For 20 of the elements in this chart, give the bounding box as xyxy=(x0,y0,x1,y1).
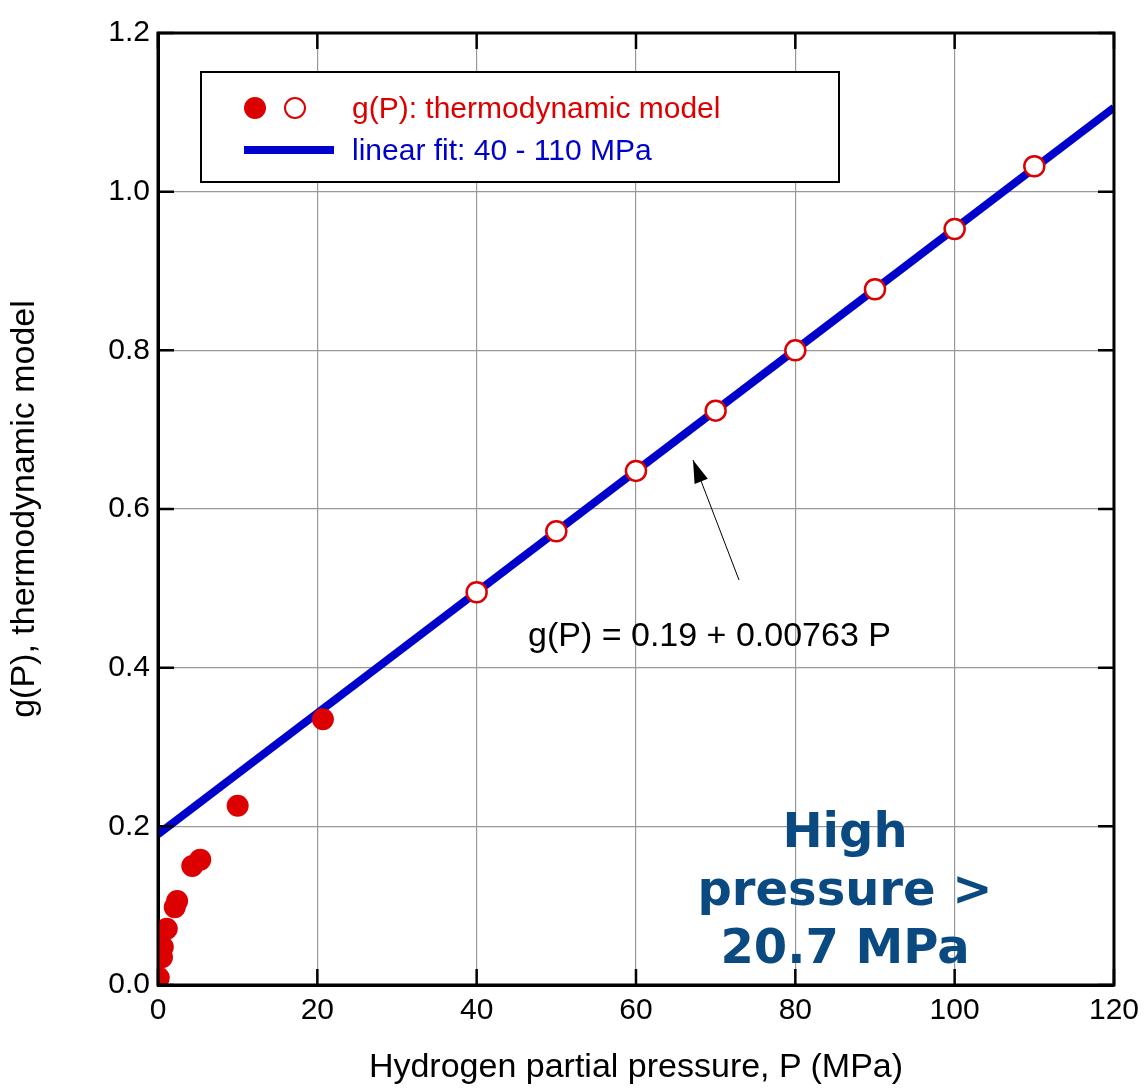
y-tick-label: 1.0 xyxy=(108,172,150,206)
y-axis-title: g(P), thermodynamic model xyxy=(2,300,41,718)
y-tick-label: 0.8 xyxy=(108,331,150,365)
x-tick-label: 80 xyxy=(778,992,812,1026)
y-tick-label: 0.2 xyxy=(108,807,150,841)
x-tick-label: 60 xyxy=(619,992,653,1026)
x-tick-label: 100 xyxy=(929,992,980,1026)
x-tick-label: 40 xyxy=(459,992,494,1026)
x-tick-label: 120 xyxy=(1088,992,1139,1026)
legend-label: linear fit: 40 - 110 MPa xyxy=(352,133,652,167)
y-tick-label: 0.4 xyxy=(108,648,150,682)
legend-label: g(P): thermodynamic model xyxy=(352,91,721,125)
annotation: g(P) = 0.19 + 0.00763 P xyxy=(528,615,891,654)
x-axis-title: Hydrogen partial pressure, P (MPa) xyxy=(368,1045,904,1084)
annotation: High pressure > 20.7 MPa xyxy=(697,802,993,975)
y-tick-label: 0.6 xyxy=(108,490,150,524)
y-tick-label: 0.0 xyxy=(108,966,150,1000)
x-tick-label: 0 xyxy=(149,992,167,1026)
y-tick-label: 1.2 xyxy=(108,14,150,48)
x-tick-label: 20 xyxy=(300,992,335,1026)
